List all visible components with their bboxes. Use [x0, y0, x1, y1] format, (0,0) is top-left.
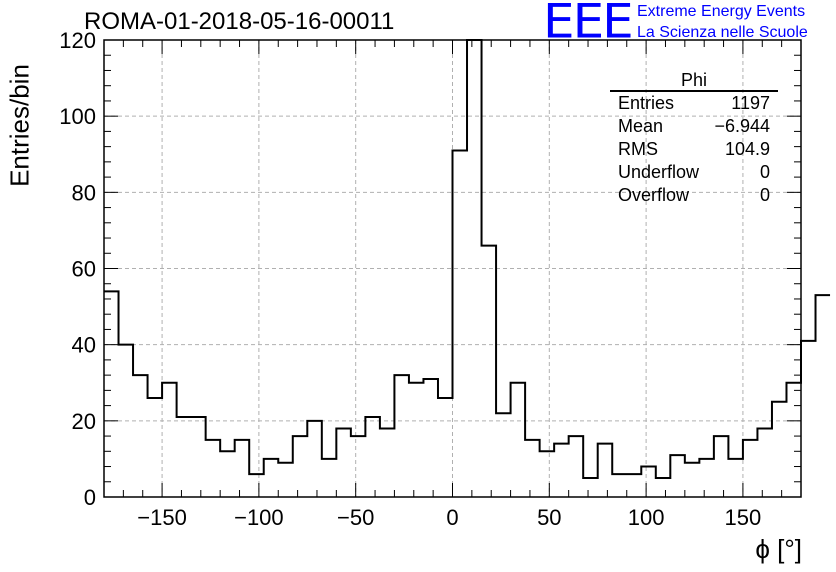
x-tick-label: 0 — [446, 505, 458, 530]
stats-label: Entries — [618, 93, 675, 113]
x-tick-label: −150 — [137, 505, 187, 530]
stats-row: RMS 104.9 — [610, 138, 778, 161]
histogram-bin — [293, 436, 308, 497]
y-tick-label: 0 — [84, 485, 96, 510]
stats-title: Phi — [610, 70, 778, 92]
histogram-outline — [104, 39, 831, 479]
histogram-bin — [307, 421, 322, 497]
x-tick-label: −50 — [337, 505, 374, 530]
histogram-bin — [453, 150, 468, 497]
histogram-bin — [438, 398, 453, 497]
histogram-bin — [598, 444, 613, 497]
stats-value: 0 — [759, 185, 770, 205]
histogram-bin — [699, 459, 714, 497]
stats-value: 0 — [759, 162, 770, 182]
stats-label: RMS — [618, 139, 658, 159]
stats-value: 104.9 — [724, 139, 770, 159]
histogram-bin — [220, 451, 235, 497]
histogram-bin — [278, 463, 293, 497]
stats-row: Mean −6.944 — [610, 115, 778, 138]
histogram-bin — [801, 341, 816, 497]
stats-label: Overflow — [618, 185, 690, 205]
histogram-bin — [394, 375, 409, 497]
logo-line-2: La Scienza nelle Scuole — [637, 24, 808, 41]
histogram-bin — [191, 417, 206, 497]
y-tick-label: 20 — [72, 409, 96, 434]
histogram-bin — [380, 428, 395, 497]
histogram-bin — [816, 295, 831, 497]
histogram-bin — [583, 478, 598, 497]
histogram-bin — [133, 375, 148, 497]
histogram-bin — [351, 436, 366, 497]
histogram-bin — [511, 383, 526, 497]
histogram-bin — [772, 402, 787, 497]
histogram-bin — [786, 383, 801, 497]
histogram-bin — [482, 246, 497, 497]
histogram-bin — [119, 345, 134, 497]
histogram-bin — [540, 451, 555, 497]
stats-row: Overflow 0 — [610, 184, 778, 207]
histogram-bin — [235, 440, 250, 497]
histogram-bin — [554, 444, 569, 497]
histogram-bin — [365, 417, 380, 497]
histogram-bin — [569, 436, 584, 497]
y-tick-label: 60 — [72, 257, 96, 282]
stats-label: Mean — [618, 116, 664, 136]
histogram-bin — [612, 474, 627, 497]
stats-box: Phi Entries 1197 Mean −6.944 RMS 104.9 Unde… — [610, 70, 778, 207]
chart-title: ROMA-01-2018-05-16-00011 — [84, 8, 395, 35]
histogram-bin — [525, 440, 540, 497]
histogram-bin — [685, 463, 700, 497]
histogram-bin — [177, 417, 192, 497]
logo-line-1: Extreme Energy Events — [637, 3, 806, 20]
histogram-bin — [249, 474, 264, 497]
stats-value: 1197 — [731, 93, 770, 113]
histogram-bin — [743, 440, 758, 497]
histogram-bin — [641, 467, 656, 497]
histogram-bin — [728, 459, 743, 497]
histogram-bin — [757, 428, 772, 497]
y-tick-label: 40 — [72, 333, 96, 358]
stats-label: Underflow — [618, 162, 700, 182]
histogram-bin — [322, 459, 337, 497]
histogram-bin — [670, 455, 685, 497]
stats-row: Underflow 0 — [610, 161, 778, 184]
histogram-bin — [627, 474, 642, 497]
stats-value: −6.944 — [714, 116, 770, 136]
histogram-bin — [206, 440, 221, 497]
histogram-bin — [162, 383, 177, 497]
histogram-bin — [714, 436, 729, 497]
x-tick-label: 50 — [537, 505, 561, 530]
histogram-bin — [104, 291, 119, 497]
histogram-bin — [423, 379, 438, 497]
y-tick-label: 100 — [59, 104, 96, 129]
x-axis-label: ϕ [°] — [755, 534, 802, 564]
x-tick-label: 150 — [725, 505, 762, 530]
y-tick-label: 120 — [59, 28, 96, 53]
histogram-bin — [148, 398, 163, 497]
histogram-bin — [336, 428, 351, 497]
histogram-bin — [409, 383, 424, 497]
x-tick-label: 100 — [628, 505, 665, 530]
histogram-bin — [496, 413, 511, 497]
histogram-bin — [467, 40, 482, 497]
histogram-bin — [656, 478, 671, 497]
x-tick-label: −100 — [234, 505, 284, 530]
eee-logo: EEE — [543, 0, 634, 50]
histogram-bin — [264, 459, 279, 497]
stats-row: Entries 1197 — [610, 92, 778, 115]
y-tick-label: 80 — [72, 180, 96, 205]
